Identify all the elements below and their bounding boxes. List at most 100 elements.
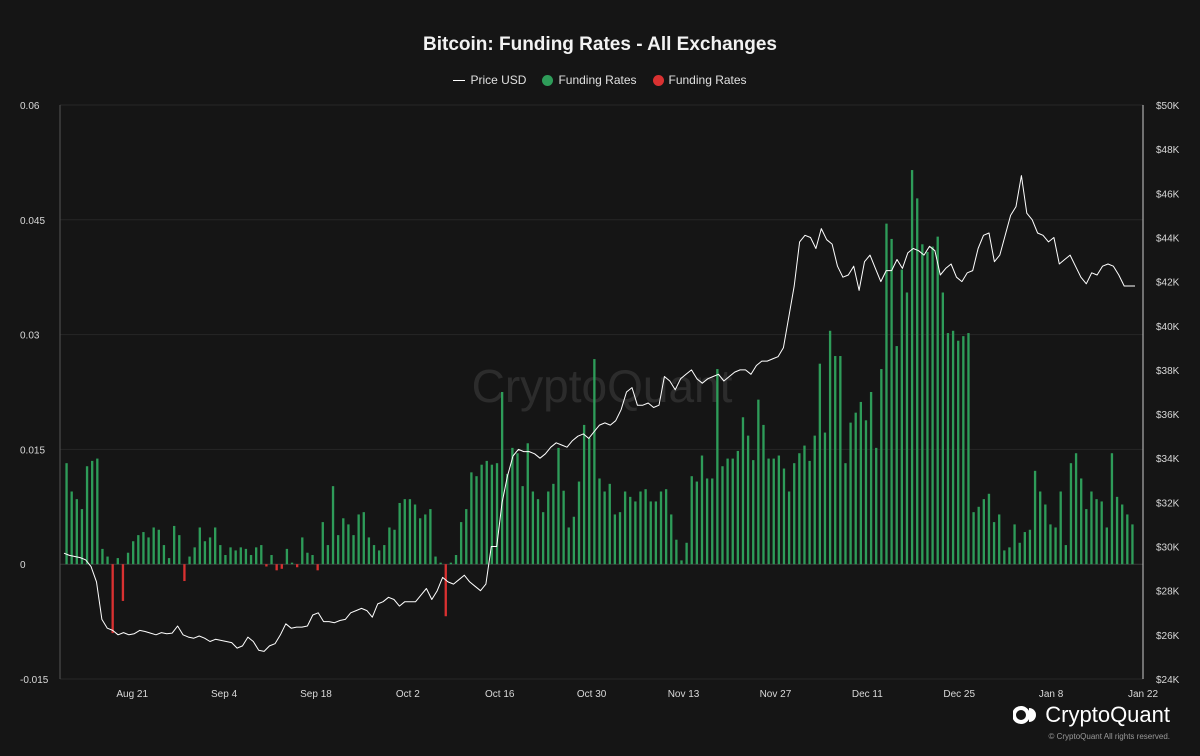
funding-rate-bar bbox=[162, 545, 166, 565]
legend-item-funding-positive[interactable]: Funding Rates bbox=[542, 73, 637, 87]
funding-rate-bar bbox=[854, 412, 857, 565]
funding-rate-bar bbox=[157, 529, 160, 565]
funding-rate-bar bbox=[905, 292, 909, 565]
x-tick-label: Oct 30 bbox=[577, 689, 607, 700]
funding-rate-bar bbox=[1105, 527, 1108, 565]
funding-rate-bar bbox=[1023, 532, 1026, 565]
funding-rate-bar bbox=[167, 558, 171, 565]
right-tick-label: $44K bbox=[1156, 233, 1180, 244]
funding-rate-bar bbox=[326, 545, 330, 565]
funding-rate-bar bbox=[121, 564, 125, 601]
funding-rate-bar bbox=[885, 223, 888, 565]
funding-rate-bar bbox=[342, 518, 345, 565]
funding-rate-bar bbox=[311, 555, 314, 565]
funding-rate-bar bbox=[705, 478, 709, 565]
funding-rate-bar bbox=[690, 476, 693, 565]
funding-rate-bar bbox=[659, 491, 663, 565]
funding-rate-bar bbox=[418, 518, 422, 565]
funding-rate-bar bbox=[675, 539, 678, 565]
funding-rate-bar bbox=[96, 458, 99, 565]
funding-rate-bar bbox=[531, 491, 535, 565]
funding-rate-bar bbox=[1033, 470, 1037, 565]
funding-rate-bar bbox=[1049, 524, 1052, 565]
funding-rate-bar bbox=[1018, 542, 1021, 565]
funding-rate-bar bbox=[178, 535, 181, 565]
funding-rate-bar bbox=[336, 535, 340, 565]
funding-rate-bar bbox=[285, 548, 289, 565]
legend-label-funding-negative: Funding Rates bbox=[668, 73, 747, 87]
legend-item-price[interactable]: Price USD bbox=[453, 73, 526, 87]
price-layer bbox=[63, 175, 1135, 652]
funding-rate-bar bbox=[465, 509, 468, 565]
funding-rate-bar bbox=[183, 564, 186, 582]
funding-rate-bar bbox=[1090, 491, 1093, 565]
funding-rate-bar bbox=[700, 455, 704, 565]
right-tick-label: $42K bbox=[1156, 278, 1180, 289]
funding-rate-bar bbox=[526, 443, 529, 565]
funding-rate-bar bbox=[798, 453, 801, 565]
funding-rate-bar bbox=[782, 468, 786, 565]
funding-rate-bar bbox=[470, 472, 473, 565]
funding-rate-bar bbox=[132, 541, 135, 565]
funding-rate-bar bbox=[1110, 453, 1114, 565]
funding-rate-bar bbox=[511, 447, 514, 565]
funding-rate-bar bbox=[173, 525, 176, 565]
funding-rate-bar bbox=[803, 445, 806, 565]
funding-rate-bar bbox=[239, 547, 242, 565]
funding-rate-bar bbox=[1064, 545, 1067, 565]
funding-rate-bar bbox=[116, 558, 119, 565]
right-tick-label: $32K bbox=[1156, 498, 1180, 509]
funding-rate-bar bbox=[475, 476, 478, 565]
funding-rate-bar bbox=[777, 455, 781, 565]
funding-rate-bar bbox=[921, 244, 924, 565]
left-tick-label: 0.045 bbox=[20, 216, 45, 227]
legend-label-price: Price USD bbox=[470, 73, 527, 87]
funding-rate-bar bbox=[716, 369, 719, 565]
funding-rate-bar bbox=[839, 356, 842, 565]
funding-rate-bar bbox=[880, 369, 883, 565]
funding-rate-bar bbox=[1028, 529, 1032, 565]
funding-rate-bar bbox=[541, 512, 545, 565]
funding-rate-bar bbox=[972, 512, 975, 565]
funding-rate-bar bbox=[75, 499, 78, 565]
funding-rate-bar bbox=[367, 537, 371, 565]
funding-rate-bar bbox=[644, 489, 647, 565]
funding-rate-bar bbox=[849, 422, 852, 565]
funding-rate-bar bbox=[301, 537, 304, 565]
funding-rate-bar bbox=[629, 496, 632, 565]
funding-rate-bar bbox=[244, 548, 248, 565]
x-tick-label: Aug 21 bbox=[116, 689, 148, 700]
legend-item-funding-negative[interactable]: Funding Rates bbox=[652, 73, 747, 87]
funding-rate-bar bbox=[403, 499, 406, 565]
left-tick-label: 0.015 bbox=[20, 445, 45, 456]
left-tick-label: 0 bbox=[20, 560, 26, 571]
right-tick-label: $28K bbox=[1156, 587, 1180, 598]
funding-rate-bar bbox=[823, 432, 827, 565]
funding-rate-bar bbox=[398, 502, 401, 565]
funding-rate-bar bbox=[265, 564, 268, 567]
funding-rate-bar bbox=[234, 550, 237, 565]
funding-rate-bar bbox=[480, 464, 483, 565]
funding-rate-bar bbox=[147, 537, 150, 565]
funding-rate-bar bbox=[967, 333, 970, 565]
funding-rate-bar bbox=[1054, 527, 1057, 565]
funding-rate-bar bbox=[290, 562, 294, 565]
x-tick-label: Nov 13 bbox=[668, 689, 700, 700]
funding-rate-bar bbox=[111, 564, 114, 634]
funding-rate-bar bbox=[295, 564, 299, 568]
funding-rate-bar bbox=[746, 435, 750, 565]
right-tick-label: $36K bbox=[1156, 410, 1180, 421]
x-tick-label: Dec 11 bbox=[852, 689, 883, 700]
green-dot-icon bbox=[542, 74, 554, 86]
funding-rate-bar bbox=[70, 491, 73, 565]
funding-rate-bar bbox=[429, 509, 432, 565]
funding-rate-bar bbox=[270, 555, 273, 565]
funding-rate-bar bbox=[664, 489, 668, 565]
copyright-text: © CryptoQuant All rights reserved. bbox=[1048, 732, 1171, 741]
funding-rate-bar bbox=[85, 466, 89, 565]
funding-rate-bar bbox=[547, 491, 550, 565]
funding-rate-bar bbox=[306, 552, 309, 565]
funding-rate-bar bbox=[936, 236, 939, 565]
funding-rate-bar bbox=[834, 356, 837, 565]
funding-rate-bar bbox=[613, 514, 617, 565]
